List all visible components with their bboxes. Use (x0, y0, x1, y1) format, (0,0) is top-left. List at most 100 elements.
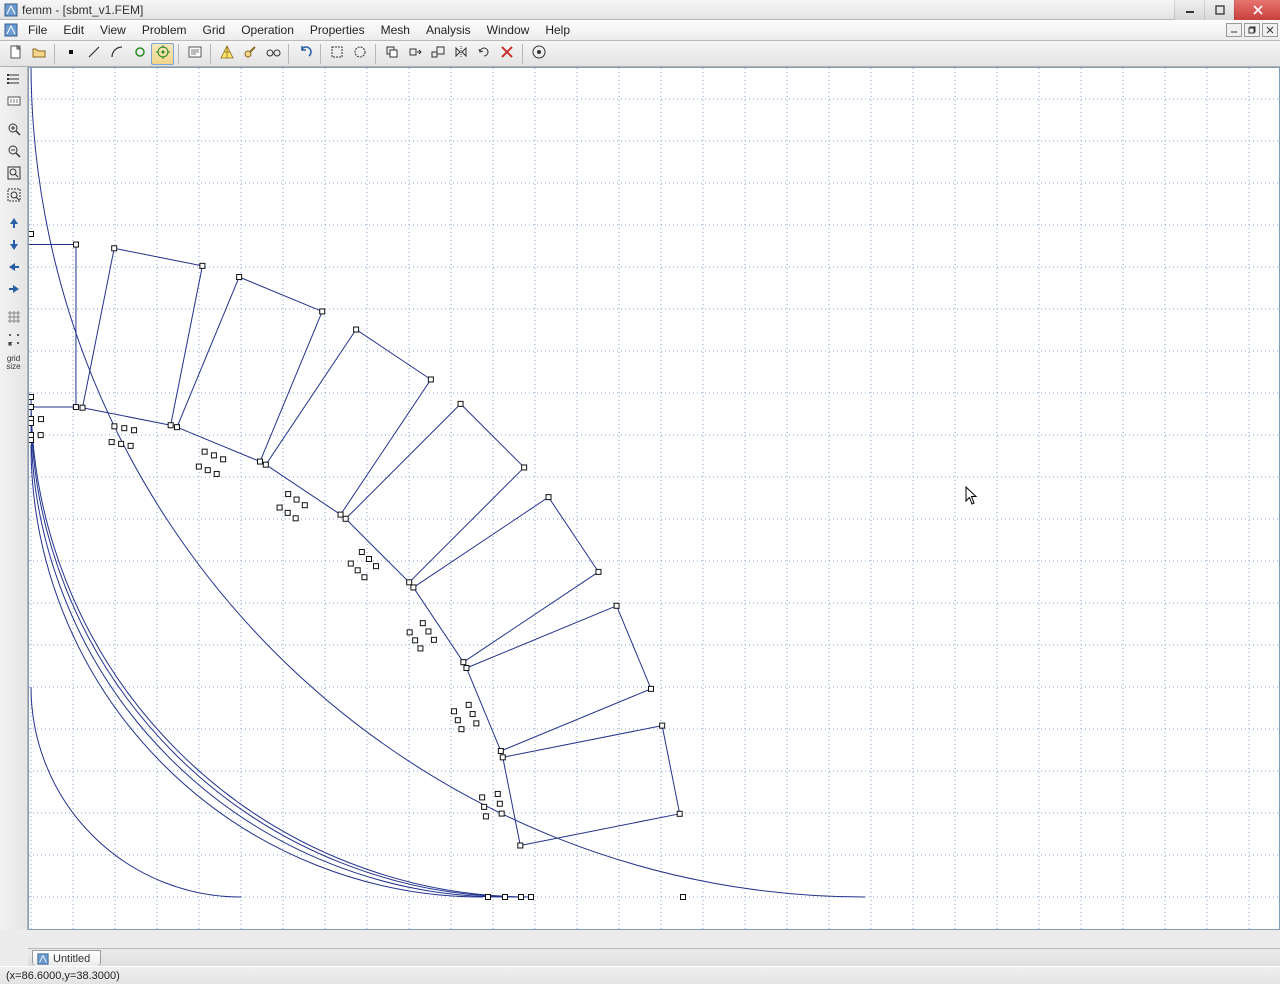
toolbar-mesh-button[interactable] (215, 43, 238, 65)
mdi-restore-button[interactable] (1244, 23, 1260, 37)
titlebar: femm - [sbmt_v1.FEM] (0, 0, 1280, 20)
side-pan-down-button[interactable] (3, 236, 25, 256)
delete-icon (499, 44, 515, 63)
side-zoom-window-button[interactable] (3, 164, 25, 184)
side-pan-up-button[interactable] (3, 214, 25, 234)
mdi-controls (1226, 20, 1280, 40)
maximize-button[interactable] (1204, 0, 1234, 20)
arrow-down-icon (7, 238, 21, 255)
document-tab[interactable]: Untitled (32, 950, 101, 966)
circsel-icon (352, 44, 368, 63)
coordinate-readout: (x=86.6000,y=38.3000) (6, 970, 120, 982)
point-icon (63, 44, 79, 63)
toolbar-circ-select-button[interactable] (348, 43, 371, 65)
mdi-minimize-button[interactable] (1226, 23, 1242, 37)
close-button[interactable] (1234, 0, 1280, 20)
rotate-icon (476, 44, 492, 63)
mdi-close-button[interactable] (1262, 23, 1278, 37)
arrow-right-icon (7, 282, 21, 299)
toolbar-view-results-button[interactable] (261, 43, 284, 65)
rectsel-icon (329, 44, 345, 63)
document-tab-label: Untitled (53, 953, 90, 965)
side-grid-size-button[interactable]: gridsize (3, 352, 25, 374)
side-node-list-button[interactable] (3, 70, 25, 90)
menu-grid[interactable]: Grid (195, 20, 234, 40)
menu-analysis[interactable]: Analysis (418, 20, 479, 40)
toolbar-about-button[interactable] (527, 43, 550, 65)
script-icon (187, 44, 203, 63)
menu-file[interactable]: File (20, 20, 55, 40)
status-bar: (x=86.6000,y=38.3000) (0, 966, 1280, 984)
menubar: FileEditViewProblemGridOperationProperti… (0, 20, 1280, 41)
toolbar-select-group-button[interactable] (151, 43, 174, 65)
zoom-in-icon (6, 121, 22, 140)
move-icon (407, 44, 423, 63)
toolbar-copy-button[interactable] (380, 43, 403, 65)
toolbar-delete-button[interactable] (495, 43, 518, 65)
toolbar-undo-button[interactable] (293, 43, 316, 65)
toolbar-rect-select-button[interactable] (325, 43, 348, 65)
block-icon (132, 44, 148, 63)
open-icon (31, 44, 47, 63)
toolbar-select-point-button[interactable] (59, 43, 82, 65)
zoom-extents-icon (6, 187, 22, 206)
segment-icon (86, 44, 102, 63)
scale-icon (430, 44, 446, 63)
toolbar-scale-button[interactable] (426, 43, 449, 65)
snap-icon (6, 331, 22, 350)
window-title: femm - [sbmt_v1.FEM] (22, 3, 143, 17)
toolbar-new-button[interactable] (4, 43, 27, 65)
toolbar-open-lua-button[interactable] (183, 43, 206, 65)
arrow-up-icon (7, 216, 21, 233)
side-zoom-in-button[interactable] (3, 120, 25, 140)
toolbar-mirror-button[interactable] (449, 43, 472, 65)
toolbar-rotate-button[interactable] (472, 43, 495, 65)
toolbar-select-block-button[interactable] (128, 43, 151, 65)
group-icon (155, 44, 171, 63)
toolbar-select-segment-button[interactable] (82, 43, 105, 65)
menu-operation[interactable]: Operation (233, 20, 302, 40)
new-icon (8, 44, 24, 63)
mirror-icon (453, 44, 469, 63)
menu-view[interactable]: View (92, 20, 134, 40)
toolbar-open-button[interactable] (27, 43, 50, 65)
menu-help[interactable]: Help (537, 20, 578, 40)
side-zoom-extents-button[interactable] (3, 186, 25, 206)
keyboard-icon (6, 93, 22, 112)
side-show-grid-button[interactable] (3, 308, 25, 328)
menu-properties[interactable]: Properties (302, 20, 373, 40)
nodelist-icon (6, 71, 22, 90)
mesh-icon (219, 44, 235, 63)
mdi-system-icon[interactable] (2, 20, 20, 40)
zoom-out-icon (6, 143, 22, 162)
side-keyboard-button[interactable] (3, 92, 25, 112)
toolbar-analyze-button[interactable] (238, 43, 261, 65)
arrow-left-icon (7, 260, 21, 277)
drawing-canvas[interactable] (28, 67, 1280, 930)
toolbar-select-arc-button[interactable] (105, 43, 128, 65)
main-toolbar (0, 41, 1280, 67)
minimize-button[interactable] (1174, 0, 1204, 20)
side-snap-grid-button[interactable] (3, 330, 25, 350)
copy-icon (384, 44, 400, 63)
document-tabbar: Untitled (28, 948, 1280, 966)
app-icon (4, 3, 18, 17)
window-controls (1174, 0, 1280, 20)
menu-problem[interactable]: Problem (134, 20, 195, 40)
grid-size-label: gridsize (6, 355, 20, 371)
arc-icon (109, 44, 125, 63)
work-area: gridsize (0, 67, 1280, 930)
side-pan-left-button[interactable] (3, 258, 25, 278)
crank-icon (242, 44, 258, 63)
grid-icon (6, 309, 22, 328)
toolbar-move-button[interactable] (403, 43, 426, 65)
about-icon (531, 44, 547, 63)
menu-mesh[interactable]: Mesh (373, 20, 418, 40)
side-zoom-out-button[interactable] (3, 142, 25, 162)
side-pan-right-button[interactable] (3, 280, 25, 300)
glasses-icon (265, 44, 281, 63)
side-toolbar: gridsize (0, 67, 28, 930)
menu-edit[interactable]: Edit (55, 20, 92, 40)
undo-icon (297, 44, 313, 63)
menu-window[interactable]: Window (479, 20, 538, 40)
